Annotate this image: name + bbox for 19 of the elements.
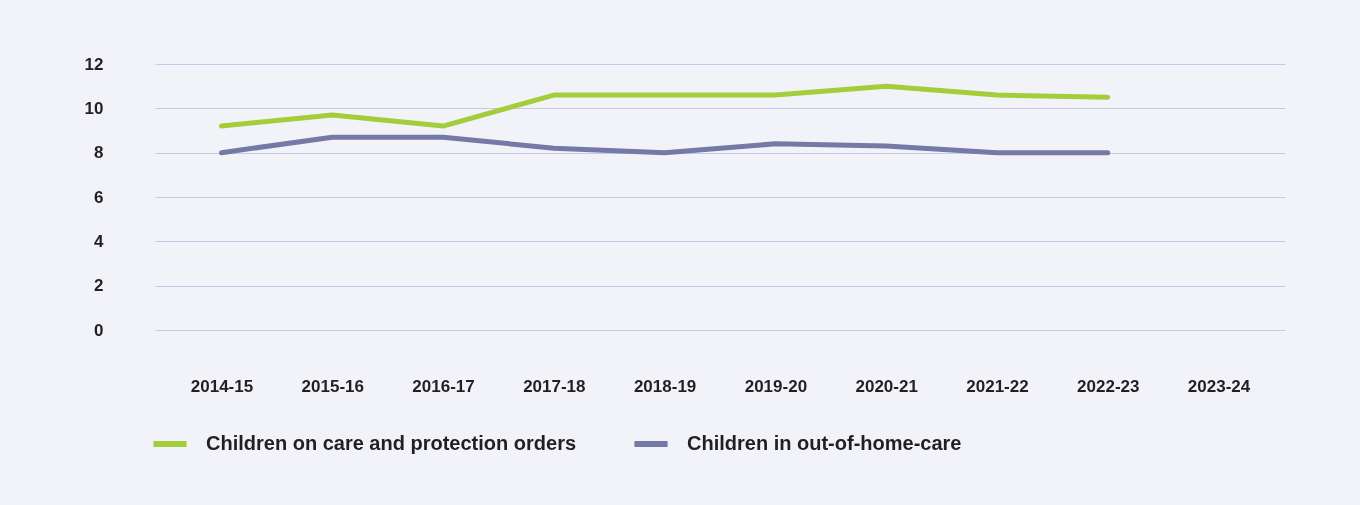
x-tick-label: 2022-23 (1077, 376, 1140, 396)
x-tick-label: 2017-18 (523, 376, 586, 396)
y-tick-label: 12 (84, 54, 104, 74)
x-tick-label: 2018-19 (633, 376, 697, 396)
y-tick-label: 6 (94, 187, 104, 207)
y-tick-label: 10 (84, 98, 104, 118)
legend-label: Children in out-of-home-care (687, 432, 962, 454)
legend-label: Children on care and protection orders (206, 432, 577, 454)
x-tick-label: 2020-21 (855, 376, 918, 396)
x-tick-label: 2021-22 (966, 376, 1029, 396)
x-tick-label: 2014-15 (190, 376, 254, 396)
y-tick-label: 2 (94, 276, 104, 296)
x-tick-label: 2016-17 (412, 376, 475, 396)
x-tick-label: 2015-16 (301, 376, 364, 396)
y-tick-label: 8 (94, 143, 104, 163)
y-tick-label: 0 (94, 320, 104, 340)
x-tick-label: 2019-20 (744, 376, 808, 396)
x-tick-label: 2023-24 (1187, 376, 1251, 396)
y-tick-label: 4 (94, 231, 105, 251)
